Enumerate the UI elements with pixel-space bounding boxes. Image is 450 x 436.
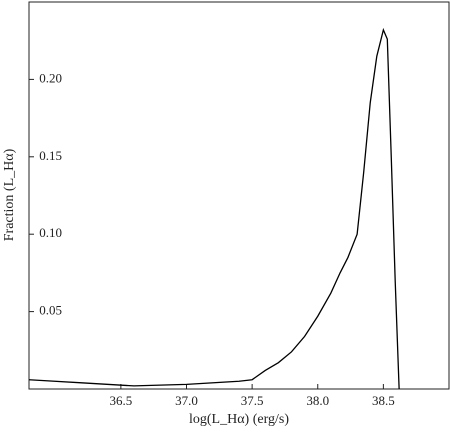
y-tick-label: 0.15 [39,148,62,163]
y-tick-label: 0.05 [39,303,62,318]
y-tick-label: 0.10 [39,225,62,240]
x-tick-label: 37.5 [241,393,264,408]
x-tick-label: 38.5 [372,393,395,408]
x-tick-label: 38.0 [306,393,329,408]
x-axis-label: log(L_Hα) (erg/s) [189,412,289,427]
x-tick-label: 36.5 [110,393,133,408]
x-tick-label: 37.0 [175,393,198,408]
y-axis-label: Fraction (L_Hα) [2,148,17,241]
line [28,27,400,390]
plot-frame [28,1,450,390]
y-tick-label: 0.20 [39,70,62,85]
